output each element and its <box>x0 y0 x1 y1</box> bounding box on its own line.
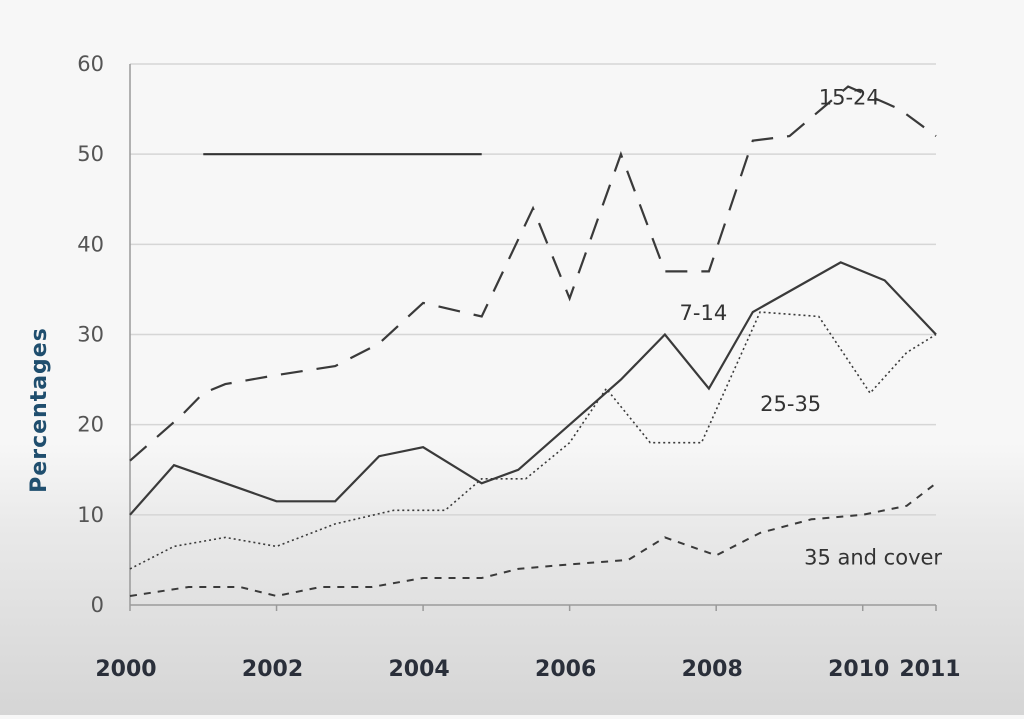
x-tick-label: 2002 <box>242 657 303 682</box>
x-tick-label: 2011 <box>899 657 960 682</box>
x-tick-label: 2006 <box>535 657 596 682</box>
x-tick-label: 2010 <box>828 657 889 682</box>
y-tick-label: 10 <box>77 503 104 527</box>
grid-layer <box>130 63 936 516</box>
series-line-35-and-cover <box>129 482 937 598</box>
axis-layer: 0 10 20 30 40 50 60 2000 2002 2004 2006 2008 2010 201… <box>77 52 960 682</box>
series-label: 35 and cover <box>804 545 942 569</box>
y-tick-label: 30 <box>77 323 104 347</box>
label-layer: 15-24 7-14 25-35 35 and cover <box>680 86 943 570</box>
x-tick-label: 2008 <box>682 657 743 682</box>
y-tick-label: 20 <box>77 413 104 437</box>
series-line-7-14 <box>129 261 937 516</box>
x-tick-label: 2000 <box>95 657 156 682</box>
y-tick-label: 60 <box>77 52 104 76</box>
series-label: 25-35 <box>760 392 821 416</box>
y-axis-label: Percentages <box>27 327 52 493</box>
series-line-25-35 <box>129 311 937 570</box>
series-line-15-24 <box>129 85 937 462</box>
y-tick-label: 50 <box>77 142 104 166</box>
series-label: 15-24 <box>819 86 880 110</box>
x-tick-label: 2004 <box>388 657 449 682</box>
series-label: 7-14 <box>680 301 728 325</box>
y-tick-label: 40 <box>77 232 104 256</box>
y-tick-label: 0 <box>91 593 104 617</box>
series-layer <box>129 85 937 598</box>
